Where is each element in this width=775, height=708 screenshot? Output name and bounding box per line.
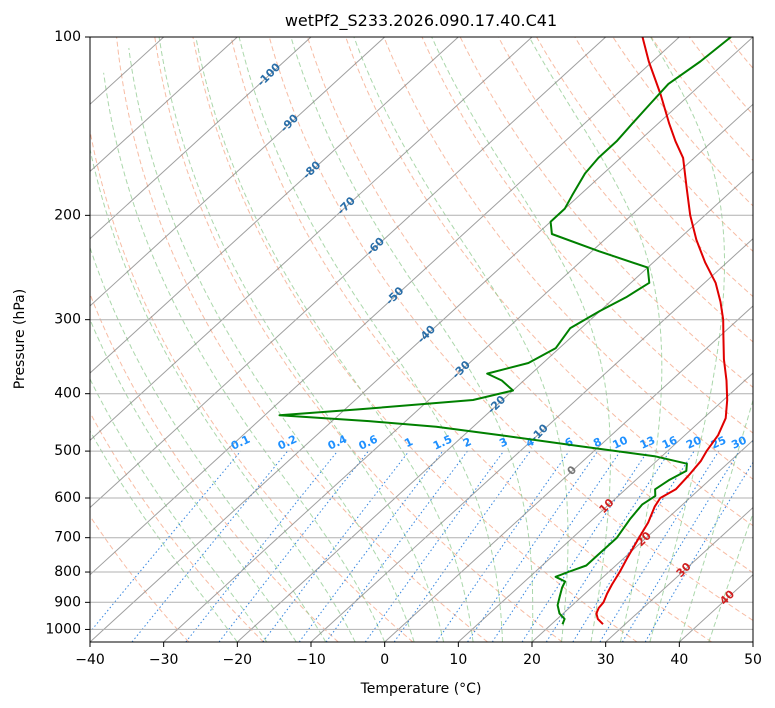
mixing-ratio-line — [218, 450, 369, 642]
y-tick-label: 400 — [54, 386, 81, 402]
x-tick-label: 40 — [670, 652, 688, 668]
mixing-ratio-label: 10 — [611, 433, 631, 451]
moist-adiabat-line — [158, 37, 445, 642]
isotherm-line — [90, 37, 312, 240]
temperature-profile — [595, 37, 729, 625]
dry-adiabat-line — [650, 37, 753, 162]
isotherm-line — [90, 37, 680, 576]
mixing-ratio-line — [393, 450, 531, 642]
moist-adiabats — [90, 37, 753, 642]
moist-adiabat-line — [103, 72, 386, 642]
mixing-ratio-line — [262, 450, 410, 642]
moist-adiabat-line — [238, 37, 503, 642]
x-tick-label: −40 — [75, 652, 105, 668]
y-tick-label: 200 — [54, 207, 81, 223]
mixing-ratio-label: 36 — [750, 433, 770, 451]
dry-adiabat-line — [230, 37, 712, 642]
dry-adiabats — [90, 37, 775, 642]
dry-adiabat-line — [497, 37, 753, 343]
y-tick-label: 800 — [54, 564, 81, 580]
y-tick-label: 300 — [54, 312, 81, 328]
x-tick-label: −30 — [149, 652, 179, 668]
isotherm-line — [752, 641, 753, 642]
mixing-ratio-line — [467, 450, 599, 642]
y-tick-label: 700 — [54, 530, 81, 546]
mixing-ratio-line — [599, 450, 720, 642]
dry-adiabat-line — [459, 37, 753, 388]
moist-adiabat-line — [678, 398, 753, 642]
y-tick-label: 900 — [54, 594, 81, 610]
isotherm-line — [236, 170, 753, 642]
y-tick-label: 100 — [54, 29, 81, 45]
moist-adiabat-line — [195, 37, 474, 642]
dry-adiabat-line — [192, 37, 638, 642]
mixing-ratio-line — [90, 450, 242, 633]
mixing-ratio-line — [364, 450, 505, 642]
y-axis-label: Pressure (hPa) — [12, 289, 28, 389]
isotherm-line — [310, 237, 753, 642]
moist-adiabat-line — [128, 47, 415, 642]
isotherm-line — [457, 372, 753, 642]
dry-adiabat-line — [90, 292, 339, 642]
mixing-ratio-line — [131, 450, 288, 642]
x-tick-label: 10 — [449, 652, 467, 668]
dry-adiabat-line — [345, 37, 753, 527]
y-tick-label: 600 — [54, 490, 81, 506]
isotherms — [90, 37, 753, 642]
pressure-gridlines — [90, 37, 753, 630]
dry-adiabat-line — [90, 128, 414, 642]
chart-title: wetPf2_S233.2026.090.17.40.C41 — [285, 11, 557, 31]
dry-adiabat-line — [421, 37, 753, 434]
y-tick-label: 1000 — [45, 621, 81, 637]
isotherm-line — [90, 37, 238, 173]
isotherm-line — [90, 37, 533, 442]
moist-adiabat-line — [528, 37, 663, 642]
mixing-ratio-line — [572, 450, 695, 642]
x-axis-label: Temperature (°C) — [360, 681, 482, 697]
moist-adiabat-line — [90, 318, 297, 642]
isotherm-line — [90, 37, 459, 374]
moist-adiabat-line — [90, 377, 268, 642]
isotherm-line — [163, 103, 753, 642]
x-tick-label: −20 — [223, 652, 253, 668]
isotherm-line — [90, 37, 607, 509]
mixing-ratio-label: 30 — [729, 433, 749, 451]
x-tick-label: 0 — [380, 652, 389, 668]
y-tick-label: 500 — [54, 443, 81, 459]
mixing-ratio-label: 13 — [638, 434, 657, 452]
dewpoint-profile — [278, 37, 732, 625]
moist-adiabat-line — [431, 37, 611, 642]
mixing-ratio-label: 25 — [709, 434, 728, 452]
moist-adiabat-line — [90, 246, 327, 642]
isotherm-line — [605, 506, 753, 642]
x-tick-label: 20 — [523, 652, 541, 668]
dry-adiabat-line — [268, 37, 753, 622]
mixing-ratio-line — [185, 450, 338, 642]
mixing-ratio-label: 16 — [660, 433, 680, 451]
moist-adiabat-line — [649, 37, 725, 642]
x-tick-label: −10 — [296, 652, 326, 668]
moist-adiabat-line — [90, 146, 356, 642]
x-tick-label: 30 — [597, 652, 615, 668]
dry-adiabat-line — [383, 37, 753, 480]
dry-adiabat-line — [116, 37, 488, 642]
dry-adiabat-line — [536, 37, 753, 298]
mixing-ratio-label: 20 — [684, 433, 704, 451]
isotherm-line — [90, 37, 753, 642]
moist-adiabat-line — [290, 37, 534, 642]
moist-adiabat-line — [353, 37, 569, 642]
plot-frame — [89, 36, 754, 643]
moist-adiabat-line — [708, 512, 753, 642]
x-tick-label: 50 — [744, 652, 762, 668]
axes: −40 −30 −20 −10 0 10 20 30 40 50 100 200 300 400 500 60… — [45, 29, 762, 668]
isotherm-line — [384, 305, 753, 642]
dry-adiabat-line — [766, 37, 775, 642]
mixing-ratio-line — [644, 461, 753, 642]
isotherm-line — [90, 37, 386, 307]
dry-adiabat-line — [90, 515, 190, 642]
isotherm-line — [531, 439, 753, 642]
